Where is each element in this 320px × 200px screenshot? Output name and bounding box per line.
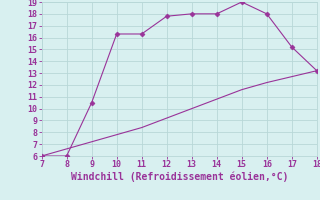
X-axis label: Windchill (Refroidissement éolien,°C): Windchill (Refroidissement éolien,°C)	[70, 172, 288, 182]
